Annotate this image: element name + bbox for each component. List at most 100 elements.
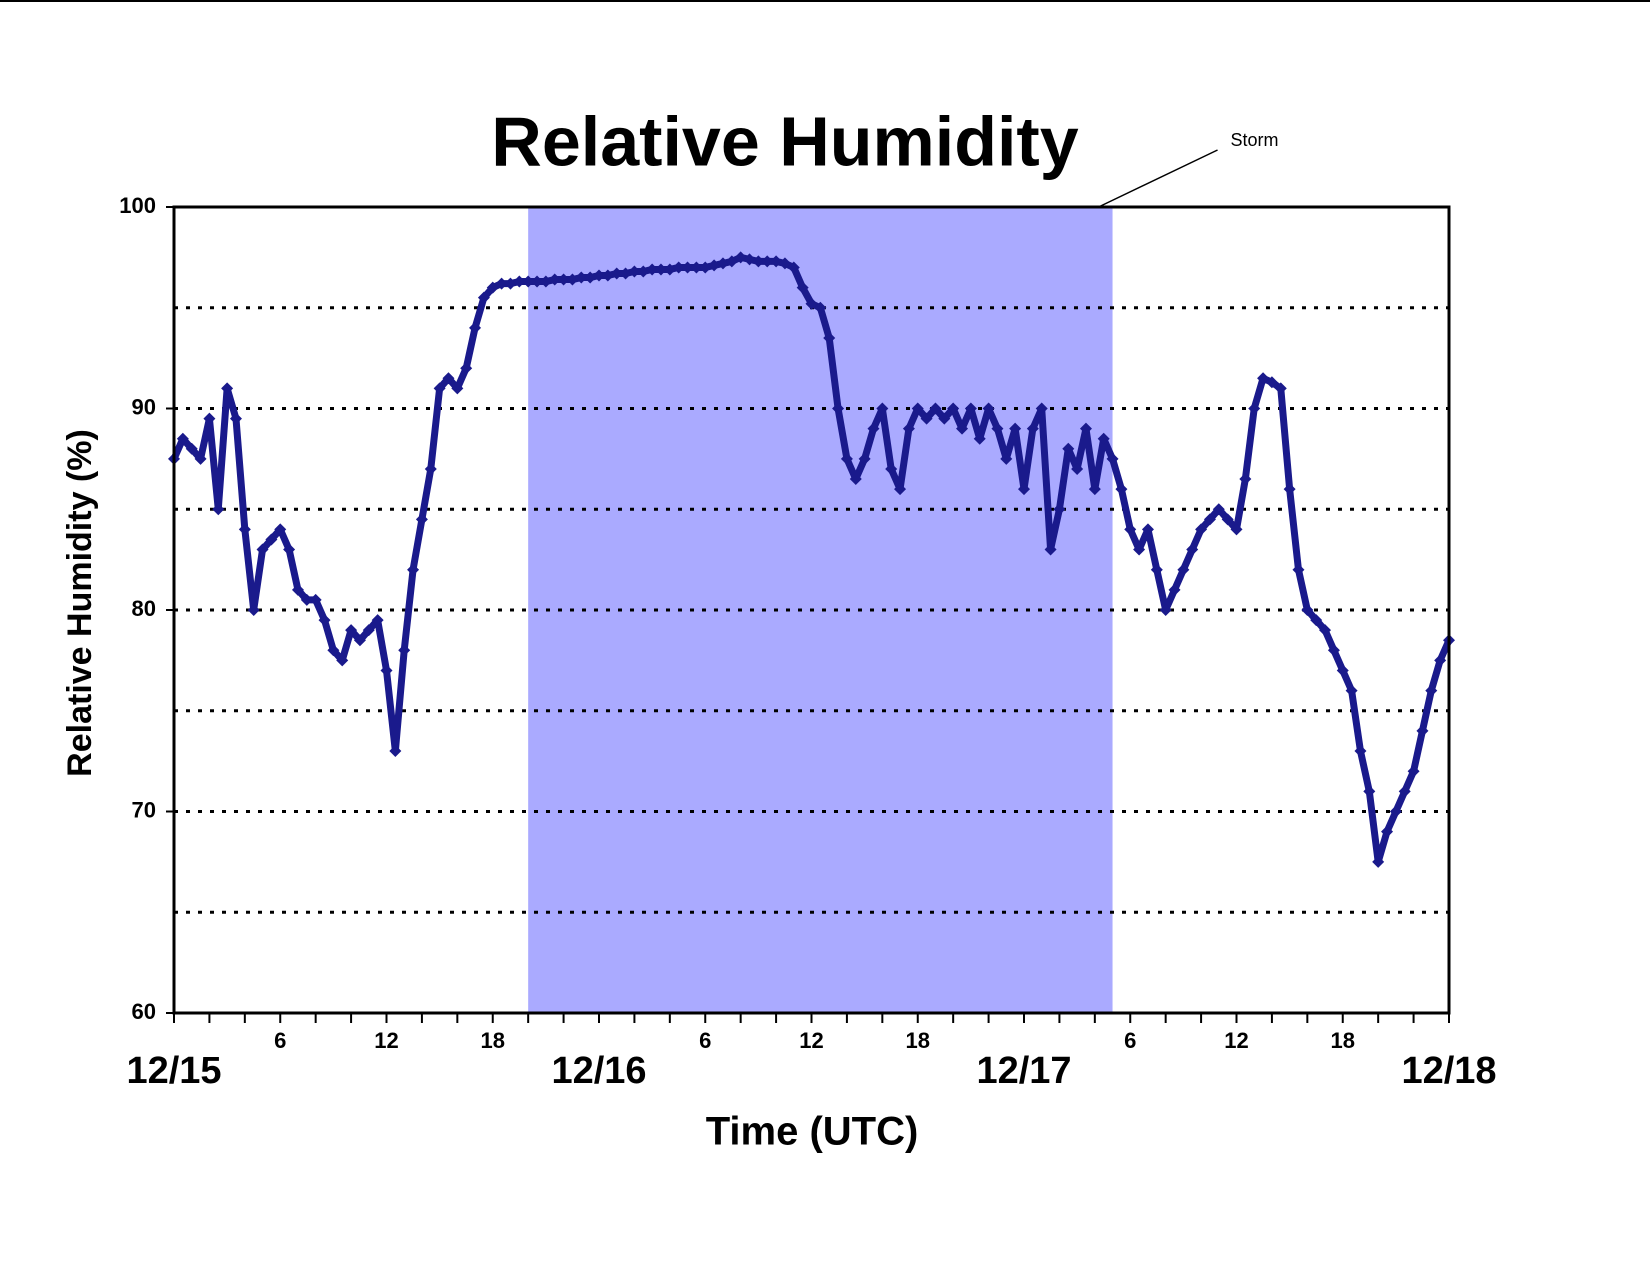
data-point: [212, 503, 225, 516]
data-point: [1407, 765, 1420, 778]
data-point: [274, 523, 287, 536]
data-point: [1301, 604, 1314, 616]
data-point: [327, 644, 340, 657]
data-point: [1026, 422, 1039, 435]
data-point: [1389, 805, 1402, 818]
data-point: [770, 255, 783, 268]
data-point: [1265, 376, 1278, 389]
data-point: [716, 257, 729, 270]
data-point: [1195, 523, 1208, 536]
x-tick-label: 12: [1224, 1028, 1248, 1053]
data-point: [433, 382, 446, 395]
data-point: [929, 402, 942, 415]
y-tick-label: 100: [119, 193, 156, 218]
data-point: [805, 297, 818, 310]
x-tick-label: 6: [699, 1028, 711, 1053]
data-point: [956, 422, 969, 435]
data-point: [610, 267, 623, 280]
data-point: [185, 442, 198, 455]
data-point: [1177, 563, 1190, 576]
data-point: [1035, 402, 1048, 415]
data-point: [1327, 644, 1340, 657]
data-point: [522, 275, 535, 288]
data-point: [1274, 382, 1287, 395]
data-point: [1319, 624, 1332, 637]
x-day-label: 12/16: [551, 1050, 646, 1092]
data-point: [265, 533, 278, 546]
data-point: [1372, 855, 1385, 868]
data-point: [920, 412, 933, 425]
data-point: [539, 275, 552, 288]
data-point: [486, 281, 499, 294]
data-point: [911, 402, 924, 415]
data-point: [681, 261, 694, 274]
data-point: [424, 462, 437, 475]
data-point: [1133, 543, 1146, 556]
data-point: [1354, 745, 1367, 758]
data-point: [1292, 563, 1305, 576]
data-point: [787, 261, 800, 274]
data-point: [1168, 583, 1181, 596]
data-point: [1336, 664, 1349, 677]
data-point: [194, 452, 207, 465]
x-day-label: 12/17: [976, 1050, 1071, 1092]
data-point: [451, 382, 464, 395]
data-point: [318, 614, 331, 627]
data-point: [1079, 422, 1092, 435]
data-point: [796, 281, 809, 294]
data-point: [752, 255, 765, 268]
data-point: [1159, 604, 1172, 616]
data-point: [1257, 372, 1270, 385]
data-point: [504, 277, 517, 290]
data-point: [690, 261, 703, 274]
data-point: [725, 255, 738, 268]
data-point: [575, 271, 588, 284]
data-point: [1018, 483, 1030, 496]
data-point: [663, 263, 676, 276]
data-point: [628, 265, 641, 278]
data-point: [823, 331, 836, 344]
data-point: [1230, 523, 1243, 536]
data-point: [654, 263, 667, 276]
data-point: [1071, 462, 1084, 475]
data-point: [778, 257, 791, 270]
data-point: [761, 255, 774, 268]
x-axis-label: Time (UTC): [706, 1110, 919, 1154]
data-point: [1398, 785, 1411, 798]
data-point: [389, 745, 402, 758]
data-point: [849, 473, 862, 486]
data-point: [291, 583, 304, 596]
data-point: [442, 372, 455, 385]
x-tick-label: 6: [274, 1028, 286, 1053]
x-tick-label: 18: [481, 1028, 505, 1053]
data-point: [991, 422, 1004, 435]
data-point: [345, 624, 358, 637]
data-point: [982, 402, 995, 415]
data-point: [947, 402, 960, 415]
data-point: [415, 513, 428, 526]
data-point: [1283, 483, 1296, 496]
data-point: [336, 654, 349, 667]
x-day-label: 12/15: [126, 1050, 221, 1092]
data-point: [672, 261, 685, 274]
data-point: [1221, 513, 1234, 526]
x-tick-label: 12: [799, 1028, 823, 1053]
data-point: [238, 523, 251, 536]
data-point: [1310, 614, 1323, 627]
data-point: [1097, 432, 1110, 445]
data-point: [398, 644, 411, 657]
y-tick-label: 70: [132, 797, 156, 822]
data-point: [876, 402, 889, 415]
data-point: [708, 259, 721, 272]
data-point: [1345, 684, 1358, 697]
storm-span: [528, 207, 1113, 1013]
data-point: [894, 483, 907, 496]
y-axis-label: Relative Humidity (%): [61, 429, 99, 777]
plot-frame: [172, 205, 1451, 1015]
data-point: [1248, 402, 1261, 415]
data-point: [1000, 452, 1013, 465]
data-point: [353, 634, 366, 647]
data-point: [885, 462, 898, 475]
data-point: [247, 604, 260, 616]
data-point: [1381, 825, 1394, 838]
